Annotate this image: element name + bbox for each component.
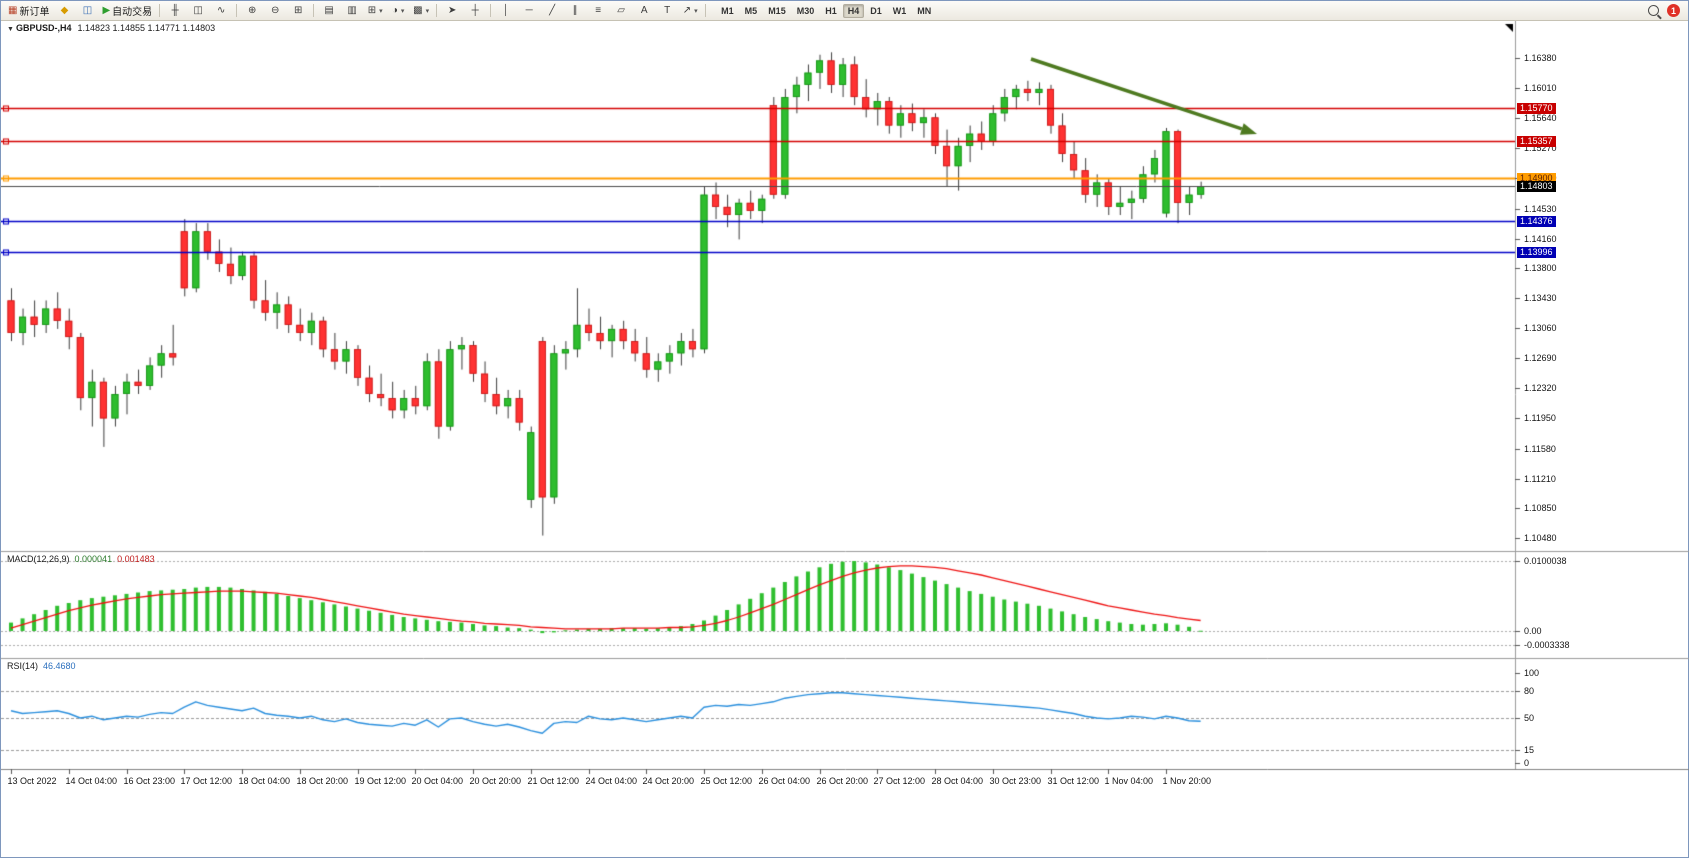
new-chart-icon: ⊞ <box>367 5 377 16</box>
new-order-icon: ▦ <box>8 5 18 16</box>
zoom-in-icon: ⊕ <box>247 5 257 16</box>
timeframe-h4[interactable]: H4 <box>842 3 865 18</box>
templates-icon: ▩ <box>413 5 423 16</box>
chart-title: GBPUSD-,H4 <box>15 23 72 33</box>
timeframe-d1[interactable]: D1 <box>870 5 882 16</box>
chart-ohlc-values: 1.14823 1.14855 1.14771 1.14803 <box>77 23 216 33</box>
label-icon: T <box>664 5 671 16</box>
cursor-button[interactable]: ➤ <box>441 2 463 19</box>
horizontal-line-icon: ─ <box>525 5 533 16</box>
symbol-dropdown-icon[interactable]: ▼ <box>7 26 14 33</box>
bar-chart-button[interactable]: ╫ <box>164 2 186 19</box>
timeframe-h1[interactable]: H1 <box>825 5 837 16</box>
channel-button[interactable]: ∥ <box>564 2 586 19</box>
timeframe-w1[interactable]: W1 <box>892 5 907 16</box>
search-icon[interactable] <box>1648 5 1659 16</box>
toolbar-separator <box>236 4 238 17</box>
toolbar-separator <box>490 4 492 17</box>
line-chart-button[interactable]: ∿ <box>210 2 232 19</box>
periods-dropdown[interactable]: ◑ ▾ <box>387 2 409 19</box>
bar-chart-icon: ╫ <box>171 5 179 16</box>
arrows-icon: ↗ <box>682 5 692 16</box>
zoom-out-icon: ⊖ <box>270 5 280 16</box>
shapes-button[interactable]: ▱ <box>610 2 632 19</box>
line-chart-icon: ∿ <box>216 5 226 16</box>
cascade-windows-icon: ▥ <box>347 5 357 16</box>
toolbar-separator <box>705 4 707 17</box>
new-order-button[interactable]: ▦ 新订单 <box>5 2 52 19</box>
horizontal-line-button[interactable]: ─ <box>518 2 540 19</box>
chevron-down-icon: ▾ <box>694 7 698 15</box>
new-chart-dropdown[interactable]: ⊞ ▾ <box>364 2 386 19</box>
tile-windows-button[interactable]: ⊞ <box>287 2 309 19</box>
chart-header: ▼ GBPUSD-,H4 1.14823 1.14855 1.14771 1.148… <box>7 23 215 33</box>
sound-alert-icon: ◆ <box>60 5 69 16</box>
cursor-icon: ➤ <box>447 5 457 16</box>
label-button[interactable]: T <box>656 2 678 19</box>
trendline-button[interactable]: ╱ <box>541 2 563 19</box>
arrange-windows-button[interactable]: ▤ <box>318 2 340 19</box>
toolbar-separator <box>313 4 315 17</box>
arrows-dropdown[interactable]: ↗ ▾ <box>679 2 701 19</box>
chart-window-button[interactable]: ◫ <box>76 2 98 19</box>
text-icon: A <box>640 5 648 16</box>
autotrading-button-label: 自动交易 <box>112 7 153 18</box>
trendline-icon: ╱ <box>549 5 556 16</box>
timeframe-m1[interactable]: M1 <box>721 5 734 16</box>
zoom-in-button[interactable]: ⊕ <box>241 2 263 19</box>
toolbar-separator <box>436 4 438 17</box>
cascade-windows-button[interactable]: ▥ <box>341 2 363 19</box>
notifications-badge[interactable]: 1 <box>1667 4 1680 17</box>
toolbar-right: 1 <box>1648 4 1684 17</box>
timeframe-m30[interactable]: M30 <box>796 5 815 16</box>
chart-window-icon: ◫ <box>82 5 93 16</box>
fibonacci-icon: ≡ <box>595 5 602 16</box>
templates-dropdown[interactable]: ▩ ▾ <box>410 2 432 19</box>
vertical-line-icon: │ <box>503 5 510 16</box>
autotrading-button[interactable]: ▶ 自动交易 <box>99 2 155 19</box>
crosshair-button[interactable]: ┼ <box>464 2 486 19</box>
zoom-out-button[interactable]: ⊖ <box>264 2 286 19</box>
chevron-down-icon: ▾ <box>400 7 405 15</box>
text-button[interactable]: A <box>633 2 655 19</box>
vertical-line-button[interactable]: │ <box>495 2 517 19</box>
sound-alert-button[interactable]: ◆ <box>53 2 75 19</box>
timeframe-mn[interactable]: MN <box>917 5 932 16</box>
new-order-button-label: 新订单 <box>19 7 50 18</box>
autotrading-icon: ▶ <box>102 5 111 16</box>
timeframe-group: M1 M5 M15 M30 H1 H4 D1 W1 MN <box>716 3 936 18</box>
fibonacci-button[interactable]: ≡ <box>587 2 609 19</box>
arrange-windows-icon: ▤ <box>324 5 334 16</box>
channel-icon: ∥ <box>572 5 578 16</box>
timeframe-m15[interactable]: M15 <box>768 5 786 16</box>
main-toolbar: ▦ 新订单 ◆ ◫ ▶ 自动交易 ╫ ◫ ∿ ⊕ ⊖ ⊞ ▤ ▥ ⊞ ▾ ◑ ▾ ▩ ▾ ➤ ┼ │ ─ ╱ ∥ ≡ ▱ A T ↗ ▾ M1 M… <box>1 1 1688 21</box>
candlestick-chart-icon: ◫ <box>193 5 203 16</box>
periods-icon: ◑ <box>391 5 398 16</box>
shapes-icon: ▱ <box>617 5 625 16</box>
tile-windows-icon: ⊞ <box>293 5 303 16</box>
candlestick-chart-button[interactable]: ◫ <box>187 2 209 19</box>
timeframe-m5[interactable]: M5 <box>744 5 758 16</box>
chevron-down-icon: ▾ <box>425 7 430 15</box>
crosshair-icon: ┼ <box>471 5 479 16</box>
chevron-down-icon: ▾ <box>379 7 383 15</box>
toolbar-separator <box>159 4 161 17</box>
